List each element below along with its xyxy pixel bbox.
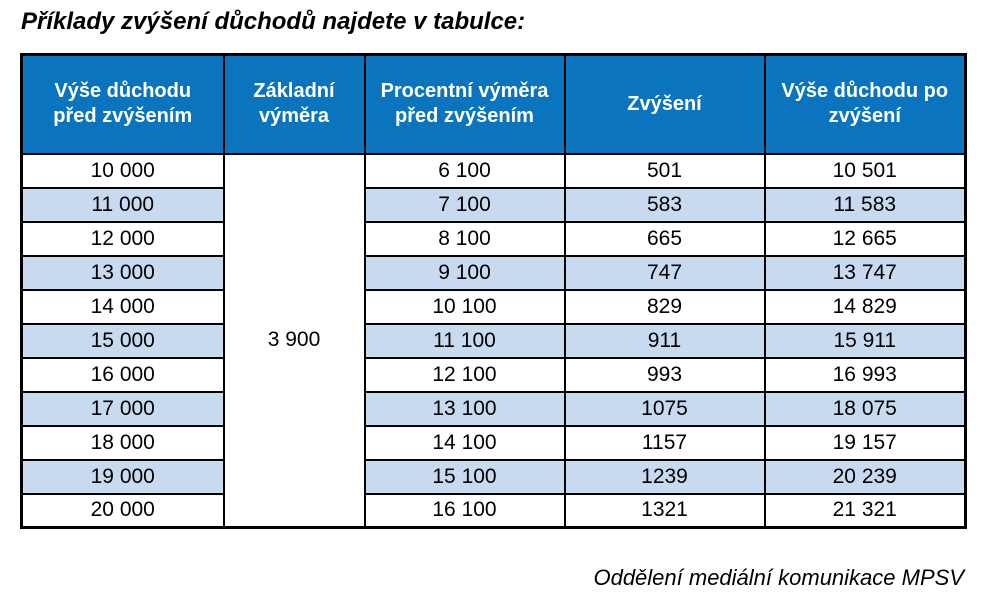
pension-increase-table: Výše důchodu před zvýšením Základní výmě… — [20, 53, 967, 529]
cell-before: 18 000 — [20, 424, 225, 461]
cell-increase: 583 — [563, 186, 766, 223]
table-row: 10 000 3 900 6 100 501 10 501 — [20, 152, 967, 529]
cell-increase: 1075 — [563, 390, 766, 427]
cell-percent-before: 16 100 — [363, 492, 566, 529]
cell-after: 10 501 — [763, 152, 967, 189]
cell-before: 17 000 — [20, 390, 225, 427]
table-body: 10 000 3 900 6 100 501 10 501 11 000 7 1… — [20, 152, 967, 529]
footer-credit: Oddělení mediální komunikace MPSV — [593, 565, 964, 590]
cell-before: 12 000 — [20, 220, 225, 257]
cell-after: 13 747 — [763, 254, 967, 291]
table-row: 18 000 14 100 1157 19 157 — [20, 424, 967, 461]
cell-percent-before: 15 100 — [363, 458, 566, 495]
cell-before: 10 000 — [20, 152, 225, 189]
cell-percent-before: 10 100 — [363, 288, 566, 325]
header-cell-basic-assessment: Základní výměra — [222, 53, 366, 155]
cell-increase: 993 — [563, 356, 766, 393]
header-cell-after-increase: Výše důchodu po zvýšení — [763, 53, 967, 155]
cell-after: 15 911 — [763, 322, 967, 359]
header-cell-percent-before: Procentní výměra před zvýšením — [363, 53, 566, 155]
table-row: 14 000 10 100 829 14 829 — [20, 288, 967, 325]
cell-percent-before: 12 100 — [363, 356, 566, 393]
cell-percent-before: 7 100 — [363, 186, 566, 223]
cell-after: 16 993 — [763, 356, 967, 393]
cell-percent-before: 6 100 — [363, 152, 566, 189]
cell-before: 15 000 — [20, 322, 225, 359]
cell-after: 20 239 — [763, 458, 967, 495]
cell-before: 13 000 — [20, 254, 225, 291]
cell-before: 20 000 — [20, 492, 225, 529]
cell-increase: 665 — [563, 220, 766, 257]
cell-before: 14 000 — [20, 288, 225, 325]
page-title: Příklady zvýšení důchodů najdete v tabul… — [21, 8, 526, 35]
cell-after: 14 829 — [763, 288, 967, 325]
cell-increase: 829 — [563, 288, 766, 325]
header-row: Výše důchodu před zvýšením Základní výmě… — [20, 53, 967, 155]
cell-increase: 1157 — [563, 424, 766, 461]
table-row: 19 000 15 100 1239 20 239 — [20, 458, 967, 495]
cell-after: 18 075 — [763, 390, 967, 427]
table-row: 12 000 8 100 665 12 665 — [20, 220, 967, 257]
table-row: 15 000 11 100 911 15 911 — [20, 322, 967, 359]
header-cell-increase: Zvýšení — [563, 53, 766, 155]
cell-after: 11 583 — [763, 186, 967, 223]
table-row: 11 000 7 100 583 11 583 — [20, 186, 967, 223]
cell-before: 11 000 — [20, 186, 225, 223]
table-row: 16 000 12 100 993 16 993 — [20, 356, 967, 393]
cell-increase: 911 — [563, 322, 766, 359]
cell-percent-before: 9 100 — [363, 254, 566, 291]
table-row: 13 000 9 100 747 13 747 — [20, 254, 967, 291]
cell-before: 19 000 — [20, 458, 225, 495]
cell-after: 12 665 — [763, 220, 967, 257]
cell-percent-before: 8 100 — [363, 220, 566, 257]
cell-increase: 501 — [563, 152, 766, 189]
header-cell-before-increase: Výše důchodu před zvýšením — [20, 53, 225, 155]
cell-increase: 1239 — [563, 458, 766, 495]
cell-percent-before: 11 100 — [363, 322, 566, 359]
cell-percent-before: 13 100 — [363, 390, 566, 427]
cell-after: 19 157 — [763, 424, 967, 461]
cell-before: 16 000 — [20, 356, 225, 393]
cell-increase: 1321 — [563, 492, 766, 529]
cell-percent-before: 14 100 — [363, 424, 566, 461]
table-header: Výše důchodu před zvýšením Základní výmě… — [20, 53, 967, 155]
table-row: 20 000 16 100 1321 21 321 — [20, 492, 967, 529]
merged-cell-zakladni-vymera: 3 900 — [222, 152, 366, 529]
cell-increase: 747 — [563, 254, 766, 291]
cell-after: 21 321 — [763, 492, 967, 529]
table-row: 17 000 13 100 1075 18 075 — [20, 390, 967, 427]
